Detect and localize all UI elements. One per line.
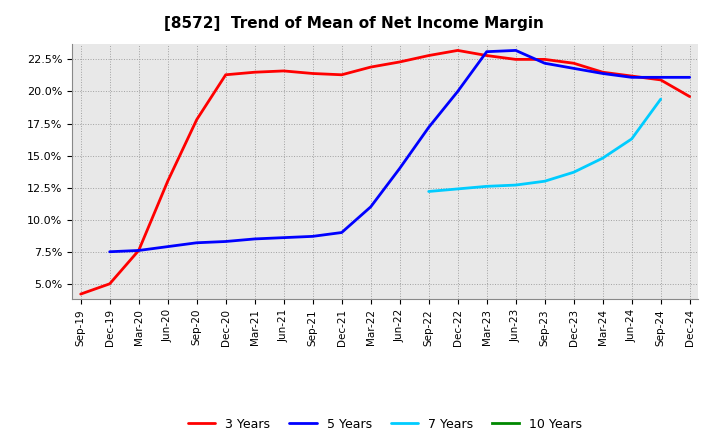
5 Years	[657, 75, 665, 80]
7 Years	[511, 183, 520, 188]
7 Years	[657, 96, 665, 102]
3 Years	[395, 59, 404, 65]
3 Years	[424, 53, 433, 58]
5 Years	[251, 236, 259, 242]
5 Years	[541, 61, 549, 66]
3 Years	[279, 68, 288, 73]
Title: [8572]  Trend of Mean of Net Income Margin: [8572] Trend of Mean of Net Income Margi…	[164, 16, 544, 31]
3 Years	[685, 94, 694, 99]
Legend: 3 Years, 5 Years, 7 Years, 10 Years: 3 Years, 5 Years, 7 Years, 10 Years	[183, 413, 588, 436]
3 Years	[511, 57, 520, 62]
3 Years	[454, 48, 462, 53]
3 Years	[105, 281, 114, 286]
5 Years	[338, 230, 346, 235]
5 Years	[454, 89, 462, 94]
5 Years	[192, 240, 201, 246]
5 Years	[685, 75, 694, 80]
3 Years	[570, 61, 578, 66]
3 Years	[627, 73, 636, 79]
5 Years	[366, 204, 375, 209]
5 Years	[424, 125, 433, 130]
7 Years	[598, 155, 607, 161]
Line: 5 Years: 5 Years	[109, 51, 690, 252]
3 Years	[251, 70, 259, 75]
Line: 3 Years: 3 Years	[81, 51, 690, 294]
7 Years	[454, 186, 462, 191]
7 Years	[482, 184, 491, 189]
5 Years	[221, 239, 230, 244]
3 Years	[163, 179, 172, 184]
5 Years	[163, 244, 172, 249]
5 Years	[105, 249, 114, 254]
5 Years	[279, 235, 288, 240]
3 Years	[366, 64, 375, 70]
3 Years	[482, 53, 491, 58]
3 Years	[135, 248, 143, 253]
3 Years	[541, 57, 549, 62]
5 Years	[395, 166, 404, 171]
3 Years	[598, 70, 607, 75]
3 Years	[192, 117, 201, 122]
7 Years	[424, 189, 433, 194]
5 Years	[135, 248, 143, 253]
5 Years	[570, 66, 578, 71]
3 Years	[76, 291, 85, 297]
5 Years	[482, 49, 491, 54]
5 Years	[308, 234, 317, 239]
Line: 7 Years: 7 Years	[428, 99, 661, 191]
5 Years	[511, 48, 520, 53]
3 Years	[221, 72, 230, 77]
7 Years	[570, 169, 578, 175]
5 Years	[627, 75, 636, 80]
7 Years	[541, 179, 549, 184]
3 Years	[338, 72, 346, 77]
3 Years	[657, 77, 665, 83]
7 Years	[627, 136, 636, 142]
3 Years	[308, 71, 317, 76]
5 Years	[598, 71, 607, 76]
